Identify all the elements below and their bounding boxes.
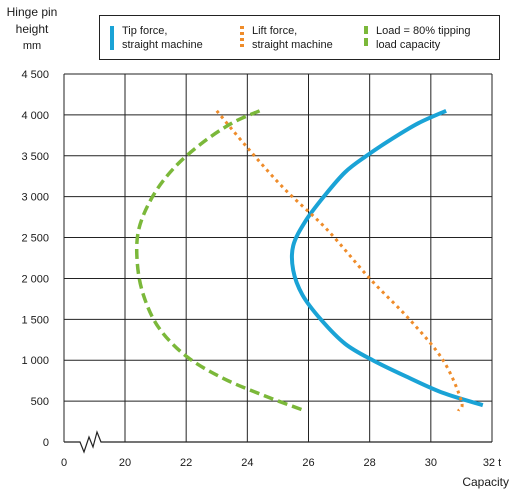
y-tick-label: 2 500: [21, 233, 49, 245]
y-axis-unit: mm: [22, 40, 42, 52]
x-tick-label: 32 t: [483, 457, 501, 469]
dotted-line-swatch-icon: [240, 26, 244, 50]
x-tick-label: 28: [364, 457, 376, 469]
x-tick-label: 22: [180, 457, 192, 469]
y-tick-label: 4 500: [21, 69, 49, 81]
y-tick-label: 0: [43, 437, 49, 449]
y-axis-label: Hinge pin height: [6, 5, 58, 36]
series-tip-force-line: [289, 108, 484, 408]
y-tick-label: 4 000: [21, 110, 49, 122]
y-tick-label: 500: [31, 396, 49, 408]
x-tick-label: 30: [425, 457, 437, 469]
legend-label: Lift force, straight machine: [252, 25, 333, 51]
x-axis-title: Capacity: [462, 475, 509, 489]
x-tick-label: 24: [241, 457, 253, 469]
y-tick-label: 1 000: [21, 355, 49, 367]
x-tick-label: 20: [119, 457, 131, 469]
legend-label: Tip force, straight machine: [122, 25, 203, 51]
legend: Tip force, straight machine Lift force, …: [99, 15, 500, 60]
y-tick-label: 3 000: [21, 192, 49, 204]
solid-line-swatch-icon: [110, 26, 114, 50]
y-tick-label: 3 500: [21, 151, 49, 163]
y-axis-title: Hinge pin height mm: [4, 4, 60, 55]
x-axis-break-icon: [64, 430, 492, 454]
x-tick-label: 26: [302, 457, 314, 469]
legend-label: Load = 80% tipping load capacity: [376, 25, 471, 51]
y-tick-label: 2 000: [21, 273, 49, 285]
series-lift-force-line: [215, 109, 464, 412]
series-80-percent-load-line: [134, 109, 307, 413]
x-tick-label: 0: [61, 457, 67, 469]
y-tick-label: 1 500: [21, 314, 49, 326]
dashed-line-swatch-icon: [364, 26, 368, 50]
